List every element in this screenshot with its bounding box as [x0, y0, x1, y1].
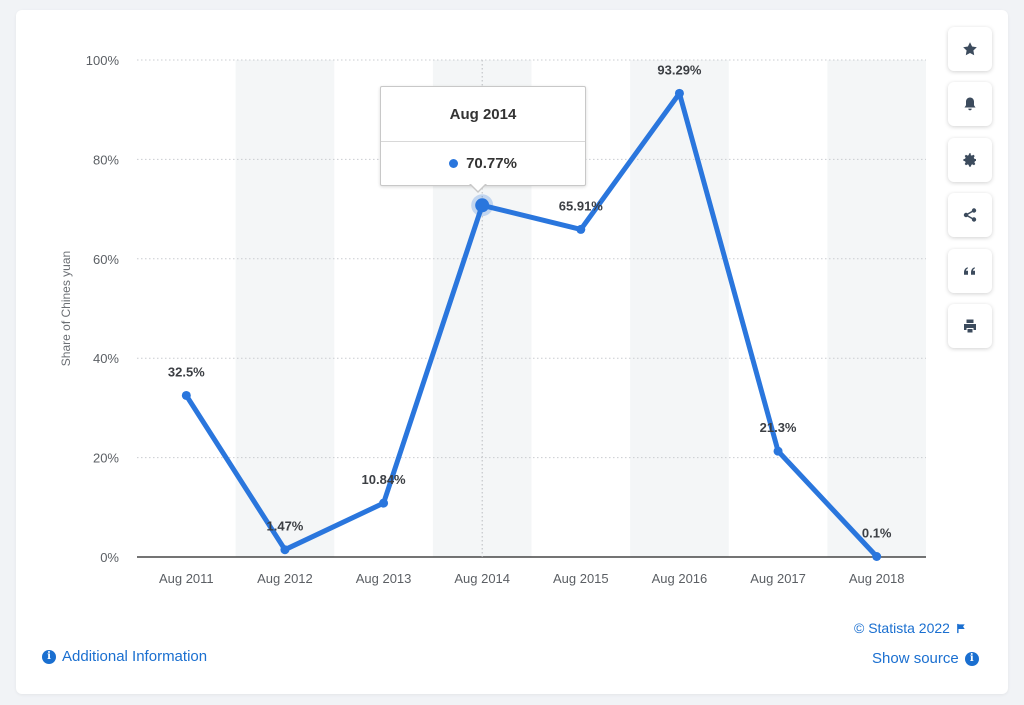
y-tick-label: 0%	[100, 550, 119, 565]
print-button[interactable]	[948, 304, 992, 348]
y-tick-label: 100%	[86, 53, 120, 68]
data-point	[379, 498, 389, 508]
data-point	[576, 224, 586, 234]
data-label: 0.1%	[862, 526, 892, 541]
x-tick-label: Aug 2018	[849, 571, 905, 586]
source-info-icon: i	[964, 651, 979, 666]
share-button[interactable]	[948, 193, 992, 237]
print-icon	[964, 319, 976, 333]
x-tick-label: Aug 2016	[652, 571, 708, 586]
data-label: 93.29%	[657, 62, 702, 77]
x-tick-label: Aug 2015	[553, 571, 609, 586]
additional-information-link[interactable]: i Additional Information	[42, 648, 207, 665]
additional-information-label: Additional Information	[62, 648, 208, 665]
data-label: 32.5%	[168, 364, 205, 379]
notification-button[interactable]	[948, 82, 992, 126]
y-tick-label: 40%	[93, 351, 119, 366]
data-point	[674, 88, 684, 98]
tooltip-title: Aug 2014	[381, 87, 585, 142]
x-tick-label: Aug 2013	[356, 571, 412, 586]
show-source-label: Show source	[872, 650, 959, 667]
cite-button[interactable]	[948, 249, 992, 293]
series-line	[183, 90, 880, 560]
y-tick-label: 20%	[93, 451, 119, 466]
data-point	[872, 552, 882, 562]
tooltip-series-dot	[449, 159, 459, 168]
settings-button[interactable]	[948, 138, 992, 182]
data-point	[280, 545, 290, 555]
band-5	[630, 60, 729, 557]
flag-icon	[957, 623, 965, 633]
data-point-highlight	[475, 198, 490, 213]
y-tick-label: 80%	[93, 152, 119, 167]
share-icon	[963, 208, 977, 222]
show-source-link[interactable]: Show source i	[872, 650, 979, 667]
x-tick-label: Aug 2014	[454, 571, 510, 586]
y-axis-title: Share of Chines yuan	[59, 251, 73, 366]
quote-icon	[964, 267, 975, 275]
tooltip: Aug 2014 70.77%	[380, 86, 586, 186]
band-7	[827, 60, 926, 557]
band-1	[235, 60, 335, 557]
x-tick-label: Aug 2017	[750, 571, 806, 586]
x-tick-label: Aug 2011	[159, 571, 214, 586]
data-label: 65.91%	[559, 198, 604, 213]
copyright-link[interactable]: © Statista 2022	[854, 620, 967, 636]
y-tick-label: 60%	[93, 252, 119, 267]
tooltip-value-row: 70.77%	[381, 142, 585, 185]
data-point	[773, 446, 783, 456]
copyright-label: © Statista 2022	[854, 620, 950, 636]
favorite-button[interactable]	[948, 27, 992, 71]
tooltip-value: 70.77%	[466, 155, 517, 172]
data-label: 10.84%	[362, 472, 407, 487]
data-label: 21.3%	[760, 420, 797, 435]
star-icon	[963, 42, 977, 56]
gear-icon	[963, 153, 976, 167]
bell-icon	[964, 97, 976, 111]
tooltip-arrow-inner	[470, 183, 486, 191]
info-icon: i	[42, 649, 56, 664]
x-tick-label: Aug 2012	[257, 571, 313, 586]
data-label: 1.47%	[267, 519, 304, 534]
data-point	[181, 390, 191, 400]
